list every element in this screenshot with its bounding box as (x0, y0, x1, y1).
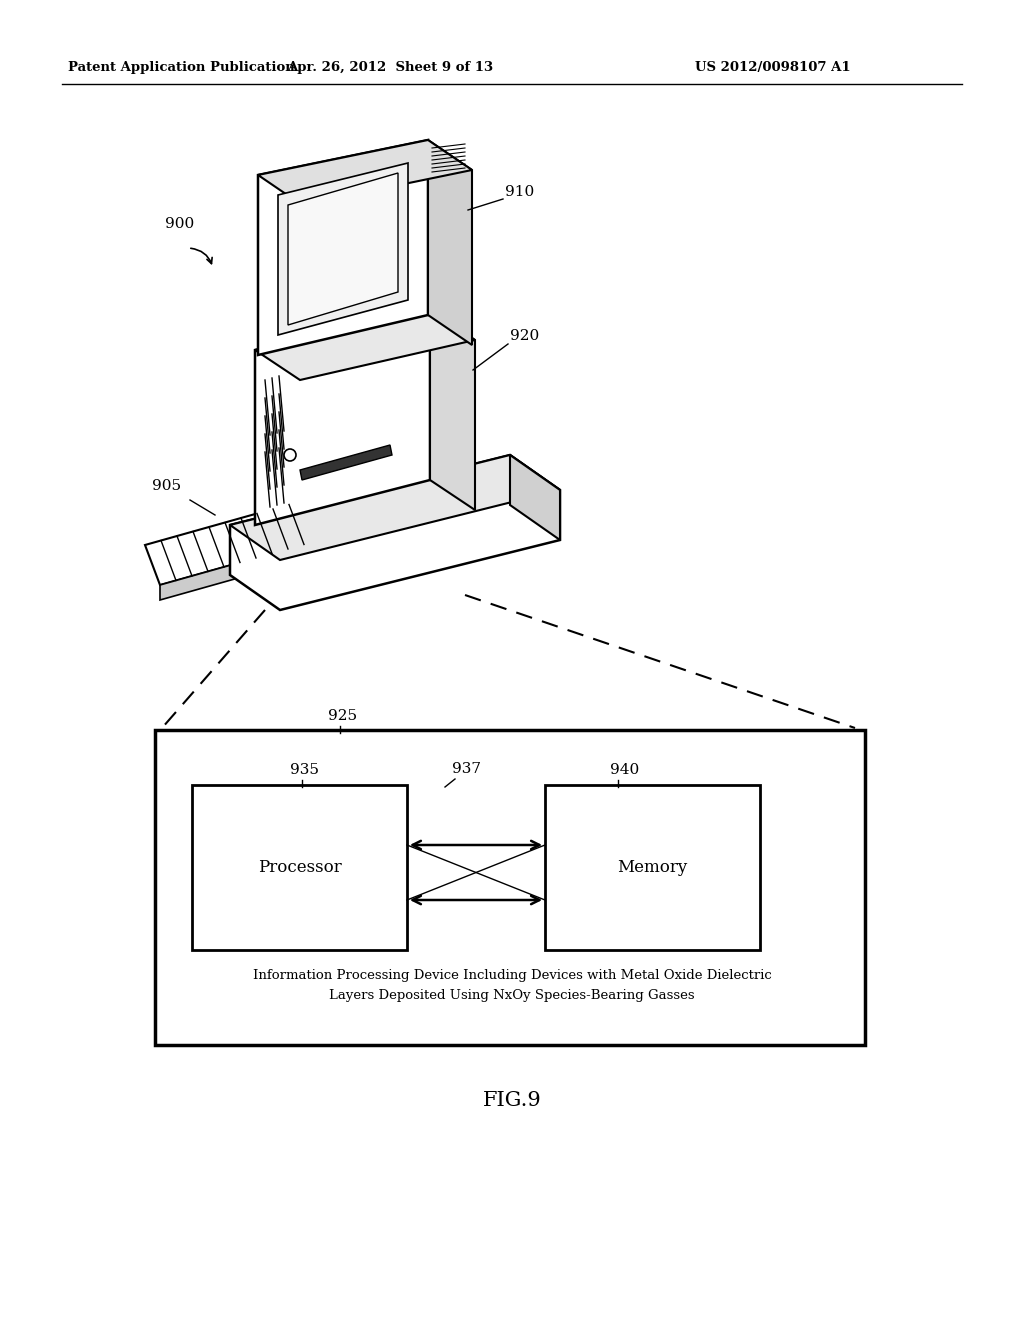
Polygon shape (258, 140, 428, 355)
Text: Processor: Processor (258, 859, 341, 876)
Text: 910: 910 (505, 185, 535, 199)
Polygon shape (258, 140, 472, 205)
Polygon shape (510, 455, 560, 540)
Polygon shape (255, 310, 430, 525)
Text: Layers Deposited Using NxOy Species-Bearing Gasses: Layers Deposited Using NxOy Species-Bear… (329, 990, 695, 1002)
Text: 940: 940 (610, 763, 639, 777)
Text: 900: 900 (165, 216, 195, 231)
Text: FIG.9: FIG.9 (482, 1090, 542, 1110)
Text: 937: 937 (452, 762, 481, 776)
Text: Memory: Memory (617, 859, 688, 876)
Text: 925: 925 (328, 709, 357, 723)
Polygon shape (255, 310, 475, 380)
Polygon shape (288, 173, 398, 325)
Polygon shape (230, 455, 560, 560)
Text: 905: 905 (152, 479, 181, 492)
Polygon shape (428, 140, 472, 345)
Polygon shape (278, 162, 408, 335)
Polygon shape (430, 310, 475, 510)
Polygon shape (230, 455, 560, 610)
Text: 935: 935 (290, 763, 319, 777)
Text: US 2012/0098107 A1: US 2012/0098107 A1 (695, 62, 851, 74)
Text: 920: 920 (510, 329, 540, 343)
Bar (155, 730, 865, 1045)
Polygon shape (300, 445, 392, 480)
Polygon shape (160, 540, 319, 601)
Bar (193, 785, 407, 950)
Bar (545, 785, 760, 950)
Polygon shape (145, 500, 319, 585)
Text: Information Processing Device Including Devices with Metal Oxide Dielectric: Information Processing Device Including … (253, 969, 771, 982)
Text: Patent Application Publication: Patent Application Publication (68, 62, 295, 74)
Text: Apr. 26, 2012  Sheet 9 of 13: Apr. 26, 2012 Sheet 9 of 13 (287, 62, 494, 74)
